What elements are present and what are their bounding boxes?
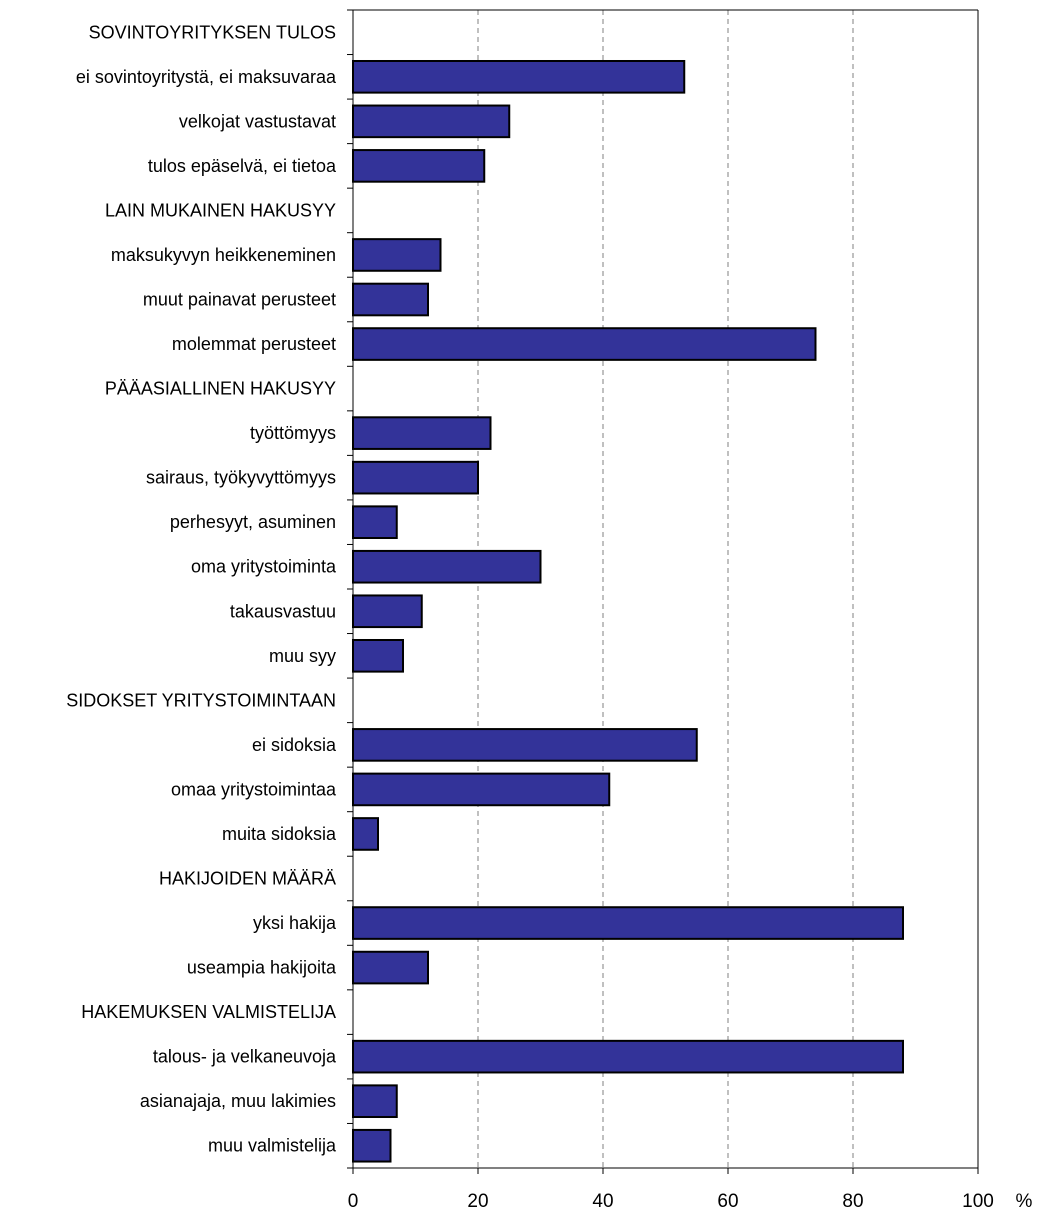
category-label: sairaus, työkyvyttömyys [146,468,336,488]
category-label: SOVINTOYRITYKSEN TULOS [89,22,336,42]
category-label: tulos epäselvä, ei tietoa [148,156,337,176]
category-label: muita sidoksia [222,824,337,844]
category-label: ei sidoksia [252,735,337,755]
bar [352,1039,904,1074]
x-tick-label: 80 [842,1191,863,1212]
x-tick-label: 40 [592,1191,613,1212]
category-label: LAIN MUKAINEN HAKUSYY [105,200,336,220]
category-label: talous- ja velkaneuvoja [153,1047,337,1067]
category-label: HAKIJOIDEN MÄÄRÄ [159,869,336,889]
category-label: omaa yritystoimintaa [171,779,337,799]
bar [352,104,511,139]
bar [352,817,379,851]
category-label: muu syy [269,646,336,666]
bar [352,460,479,495]
category-label: SIDOKSET YRITYSTOIMINTAAN [66,690,336,710]
category-label: työttömyys [250,423,336,443]
bar [352,282,429,317]
bar [352,728,698,762]
bar [352,327,817,361]
bar [352,505,398,540]
x-tick-label: 20 [467,1191,488,1212]
bar [352,772,611,807]
x-tick-label: 0 [348,1191,359,1212]
gridlines [477,10,854,1168]
x-tick-label: 100 [962,1191,994,1212]
category-label: useampia hakijoita [187,958,337,978]
bar [352,906,904,940]
bar [352,416,492,450]
category-label: asianajaja, muu lakimies [140,1091,336,1111]
category-labels: SOVINTOYRITYKSEN TULOS ei sovintoyritystä… [66,22,337,1155]
category-label: muut painavat perusteet [143,290,336,310]
category-label: takausvastuu [230,601,336,621]
x-axis-unit: % [1016,1191,1033,1212]
category-label: perhesyyt, asuminen [170,512,336,532]
bar [352,59,686,94]
bar [352,638,404,673]
category-label: maksukyvyn heikkeneminen [111,245,336,265]
bar [352,1128,392,1163]
x-tick-labels: 0 20 40 60 80 100 [348,1191,994,1212]
category-label: yksi hakija [253,913,337,933]
bar [352,950,429,985]
category-label: HAKEMUKSEN VALMISTELIJA [81,1002,336,1022]
category-label: muu valmistelija [208,1136,337,1156]
bar [352,149,486,183]
axes [347,9,979,1174]
bars [352,59,904,1163]
bar [352,1084,398,1119]
category-label: molemmat perusteet [172,334,336,354]
category-label: velkojat vastustavat [179,111,336,131]
category-label: oma yritystoiminta [191,557,337,577]
x-tick-label: 60 [717,1191,738,1212]
category-label: ei sovintoyritystä, ei maksuvaraa [76,67,337,87]
category-label: PÄÄASIALLINEN HAKUSYY [105,379,336,399]
bar [352,549,542,584]
bar [352,594,423,629]
bar [352,238,442,272]
